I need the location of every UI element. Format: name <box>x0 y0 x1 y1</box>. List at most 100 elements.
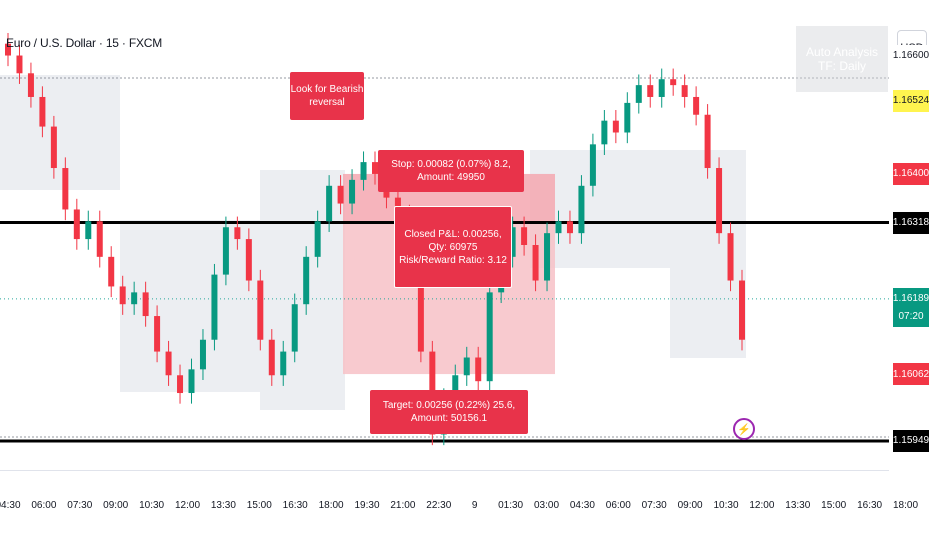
candle[interactable] <box>372 151 378 185</box>
candle[interactable] <box>62 157 69 221</box>
time-label: 15:00 <box>821 500 847 511</box>
candle[interactable] <box>27 62 34 108</box>
candle[interactable] <box>509 216 516 268</box>
candle-body <box>647 85 654 97</box>
candle[interactable] <box>635 74 642 114</box>
candle[interactable] <box>314 210 321 268</box>
candle[interactable] <box>337 175 344 215</box>
candle-body <box>142 292 149 317</box>
candle-body <box>739 280 745 340</box>
candle-body <box>372 162 378 174</box>
bearish-reversal-note[interactable]: Look for Bearish reversal <box>290 72 364 120</box>
candle[interactable] <box>177 364 184 404</box>
candle[interactable] <box>612 110 619 144</box>
candle[interactable] <box>544 222 551 292</box>
candle-body <box>349 179 356 204</box>
candle[interactable] <box>165 340 172 386</box>
candle[interactable] <box>280 340 287 386</box>
candle[interactable] <box>119 275 126 315</box>
candle[interactable] <box>154 305 161 363</box>
candle[interactable] <box>73 198 80 250</box>
candle[interactable] <box>486 281 493 392</box>
pnl-label[interactable]: Closed P&L: 0.00256, Qty: 60975 Risk/Rew… <box>394 206 512 288</box>
candle-body <box>131 292 138 305</box>
candle[interactable] <box>521 216 528 256</box>
candle[interactable] <box>188 358 195 404</box>
price-tag: 1.16062 <box>893 363 929 386</box>
price-chart[interactable] <box>0 0 889 470</box>
candle-body <box>211 274 218 340</box>
candle[interactable] <box>222 216 229 286</box>
candle-body <box>452 375 459 399</box>
candle-body <box>555 221 562 234</box>
candle[interactable] <box>326 175 333 232</box>
candle[interactable] <box>658 68 665 108</box>
price-tag: 1.16400 <box>893 162 929 185</box>
candle[interactable] <box>50 115 57 179</box>
candle-body <box>417 262 424 352</box>
candle-body <box>96 221 103 257</box>
candle[interactable] <box>39 86 46 138</box>
time-label: 22:30 <box>426 500 452 511</box>
target-label[interactable]: Target: 0.00256 (0.22%) 25.6, Amount: 50… <box>370 390 528 434</box>
candle[interactable] <box>108 246 115 298</box>
time-label: 10:30 <box>139 500 165 511</box>
candle[interactable] <box>268 329 275 386</box>
candle[interactable] <box>303 246 310 315</box>
candle[interactable] <box>349 169 356 215</box>
candle[interactable] <box>245 228 252 292</box>
candle[interactable] <box>727 222 734 292</box>
time-axis-divider <box>0 470 889 471</box>
lightning-event-icon[interactable]: ⚡ <box>733 418 755 440</box>
candle-body <box>475 357 482 382</box>
candle[interactable] <box>532 234 539 292</box>
candle[interactable] <box>96 210 103 268</box>
candle-body <box>532 245 539 281</box>
time-label: 12:00 <box>174 500 201 511</box>
candle[interactable] <box>739 269 745 351</box>
candle-body <box>326 185 333 222</box>
candle-body <box>119 286 126 305</box>
time-label: 06:00 <box>31 500 57 511</box>
candle-body <box>257 280 264 340</box>
candle[interactable] <box>16 44 23 84</box>
candle[interactable] <box>475 346 482 392</box>
stop-label[interactable]: Stop: 0.00082 (0.07%) 8.2, Amount: 49950 <box>378 150 524 192</box>
candle[interactable] <box>257 269 264 351</box>
candle-body <box>291 304 298 352</box>
candle[interactable] <box>670 68 677 96</box>
candle[interactable] <box>131 281 138 315</box>
candle[interactable] <box>142 281 149 327</box>
candle[interactable] <box>589 133 596 197</box>
candle[interactable] <box>234 216 241 250</box>
candle[interactable] <box>199 329 206 380</box>
time-label: 04:30 <box>569 500 595 511</box>
candle[interactable] <box>578 175 585 244</box>
candle[interactable] <box>555 210 562 244</box>
candle[interactable] <box>647 74 654 108</box>
candle[interactable] <box>360 151 367 191</box>
price-axis[interactable] <box>889 0 932 470</box>
candle[interactable] <box>85 210 92 250</box>
candle[interactable] <box>716 157 723 244</box>
auto-analysis-label: Auto Analysis TF: Daily <box>796 26 888 92</box>
candle[interactable] <box>693 86 700 126</box>
candle-body <box>544 233 551 281</box>
candle[interactable] <box>681 74 688 108</box>
candle[interactable] <box>704 104 711 179</box>
candle[interactable] <box>291 293 298 363</box>
price-tag: 07:20 <box>893 305 929 328</box>
candle[interactable] <box>463 346 470 386</box>
candle-body <box>27 73 34 97</box>
candle[interactable] <box>601 110 608 155</box>
candle[interactable] <box>211 263 218 351</box>
time-label: 15:00 <box>246 500 272 511</box>
candle-body <box>165 351 172 376</box>
candle-body <box>566 221 573 234</box>
candle[interactable] <box>5 33 11 67</box>
time-label: 18:00 <box>892 500 919 511</box>
candle-body <box>670 79 677 86</box>
candle[interactable] <box>566 210 573 244</box>
candle[interactable] <box>624 92 631 144</box>
